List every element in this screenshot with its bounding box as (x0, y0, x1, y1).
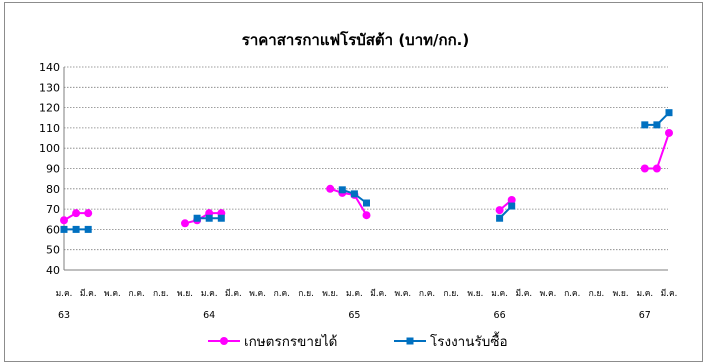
x-tick-label: พ.ย. (322, 289, 338, 299)
x-tick-label: ก.ย. (298, 289, 314, 299)
x-tick-label: ก.ย. (589, 289, 605, 299)
x-tick-label: ม.ค. (346, 289, 363, 299)
y-tick-label: 140 (39, 61, 60, 74)
farmer-price-line (184, 212, 222, 225)
chart-frame (4, 2, 703, 362)
farmer-price-point (181, 219, 189, 228)
factory-price-point (350, 190, 358, 198)
chart-title: ราคาสารกาแฟโรบัสต้า (บาท/กก.) (241, 31, 470, 49)
y-tick-label: 60 (46, 223, 60, 236)
factory-price-point (205, 214, 213, 222)
x-tick-label: พ.ค. (104, 289, 121, 299)
farmer-price-point (362, 211, 371, 220)
farmer-price-point (326, 184, 335, 193)
factory-price-point (217, 214, 225, 222)
farmer-price-line (644, 132, 670, 170)
legend-factory-price-label: โรงงานรับซื้อ (430, 331, 508, 349)
y-tick-label: 90 (46, 163, 60, 176)
y-tick-label: 130 (39, 81, 60, 94)
chart-canvas: 40 50 60 70 80 90 100 110 120 130 140 ม.ค. มี.ค. พ.ค.… (39, 61, 678, 349)
x-tick-label: มี.ค. (225, 288, 242, 299)
farmer-price-point (84, 209, 93, 218)
x-tick-label: ม.ค. (636, 289, 653, 299)
x-tick-label: มี.ค. (80, 288, 97, 299)
farmer-price-point (652, 164, 661, 173)
legend-farmer-price-marker (220, 337, 228, 345)
x-tick-label: ก.ย. (443, 289, 459, 299)
x-tick-label: มี.ค. (370, 288, 387, 299)
factory-price-point (653, 121, 661, 129)
legend-farmer-price-label: เกษตรกรขายได้ (244, 334, 337, 349)
farmer-price-point (60, 216, 68, 225)
y-tick-label: 80 (46, 183, 60, 196)
factory-price-point (641, 121, 649, 129)
y-tick-label: 100 (39, 142, 60, 155)
x-tick-label: ก.ค. (564, 289, 580, 299)
x-tick-label: พ.ค. (394, 289, 411, 299)
x-tick-label: พ.ค. (249, 289, 266, 299)
factory-price-point (363, 199, 370, 207)
factory-price-point (338, 186, 346, 194)
year-label: 65 (348, 310, 360, 321)
farmer-price-point (665, 128, 673, 137)
y-tick-label: 120 (39, 102, 60, 115)
x-tick-label: พ.ย. (613, 289, 629, 299)
x-tick-label: ก.ค. (419, 289, 435, 299)
y-tick-label: 70 (46, 203, 60, 216)
year-label: 64 (203, 310, 215, 321)
x-tick-label: มี.ค. (661, 288, 678, 299)
x-tick-label: พ.ค. (540, 289, 557, 299)
x-tick-label: ก.ย. (153, 289, 169, 299)
farmer-price-line (329, 187, 368, 216)
x-tick-label: ก.ค. (274, 289, 290, 299)
farmer-price-point (72, 209, 81, 218)
y-tick-label: 50 (46, 244, 60, 257)
year-label: 63 (58, 310, 70, 321)
year-label: 66 (494, 310, 506, 321)
farmer-price-point (495, 206, 504, 215)
factory-price-point (496, 214, 504, 222)
factory-price-point (60, 225, 68, 233)
x-tick-label: ม.ค. (491, 289, 508, 299)
x-tick-label: ม.ค. (56, 289, 73, 299)
farmer-price-point (640, 164, 649, 173)
factory-price-point (508, 202, 516, 210)
legend-factory-price-marker (406, 337, 414, 345)
y-tick-label: 110 (39, 122, 60, 135)
x-tick-label: พ.ย. (467, 289, 483, 299)
factory-price-point (665, 109, 673, 117)
x-tick-label: ม.ค. (201, 289, 218, 299)
farmer-price-point (507, 195, 516, 204)
factory-price-point (72, 225, 80, 233)
factory-price-point (193, 214, 201, 222)
x-tick-label: พ.ย. (177, 289, 193, 299)
y-tick-label: 40 (46, 264, 60, 277)
year-label: 67 (639, 310, 651, 321)
factory-price-point (84, 225, 92, 233)
x-tick-label: ก.ค. (128, 289, 144, 299)
x-tick-label: มี.ค. (515, 288, 532, 299)
